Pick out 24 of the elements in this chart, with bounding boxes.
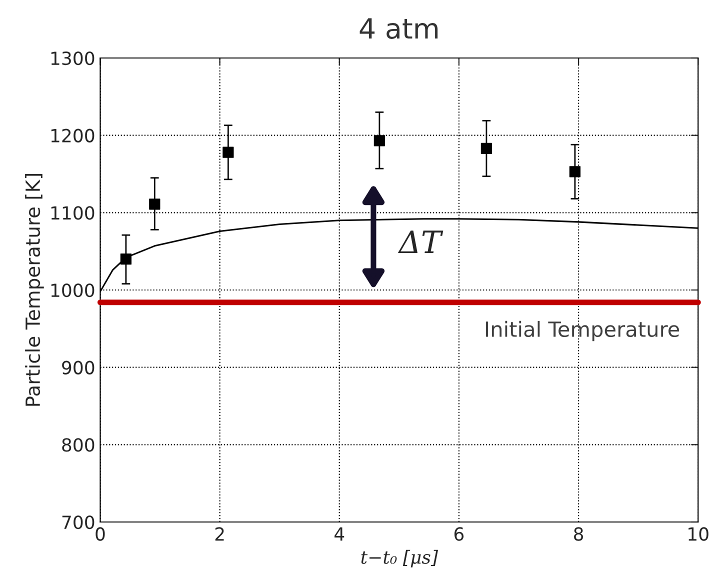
- y-tick-label: 1000: [51, 283, 94, 298]
- x-tick-label: 0: [96, 527, 105, 541]
- point: [374, 135, 386, 146]
- y-tick-label: 900: [62, 360, 94, 374]
- annotation: ΔT: [398, 230, 444, 253]
- ref-line-label: Initial Temperature: [486, 320, 680, 342]
- point: [149, 198, 160, 210]
- x-tick-label: 4: [334, 527, 344, 541]
- x-tick-label: 6: [454, 527, 464, 541]
- x-tick-label: 10: [688, 527, 708, 541]
- y-tick-label: 1300: [51, 51, 94, 66]
- y-tick-label: 800: [62, 438, 94, 452]
- x-tick-label: 8: [574, 527, 584, 541]
- x-axis-title: t−t₀ [μs]: [361, 550, 438, 568]
- y-tick-label: 1100: [51, 206, 94, 220]
- chart-title: 4 atm: [360, 18, 438, 39]
- point: [222, 146, 234, 158]
- y-tick-label: 700: [62, 515, 94, 530]
- x-tick-label: 2: [215, 527, 224, 541]
- point: [120, 254, 132, 265]
- point: [480, 142, 492, 154]
- y-tick-label: 1200: [51, 128, 94, 142]
- y-axis-title: Particle Temperature [K]: [25, 174, 44, 406]
- point: [569, 166, 581, 178]
